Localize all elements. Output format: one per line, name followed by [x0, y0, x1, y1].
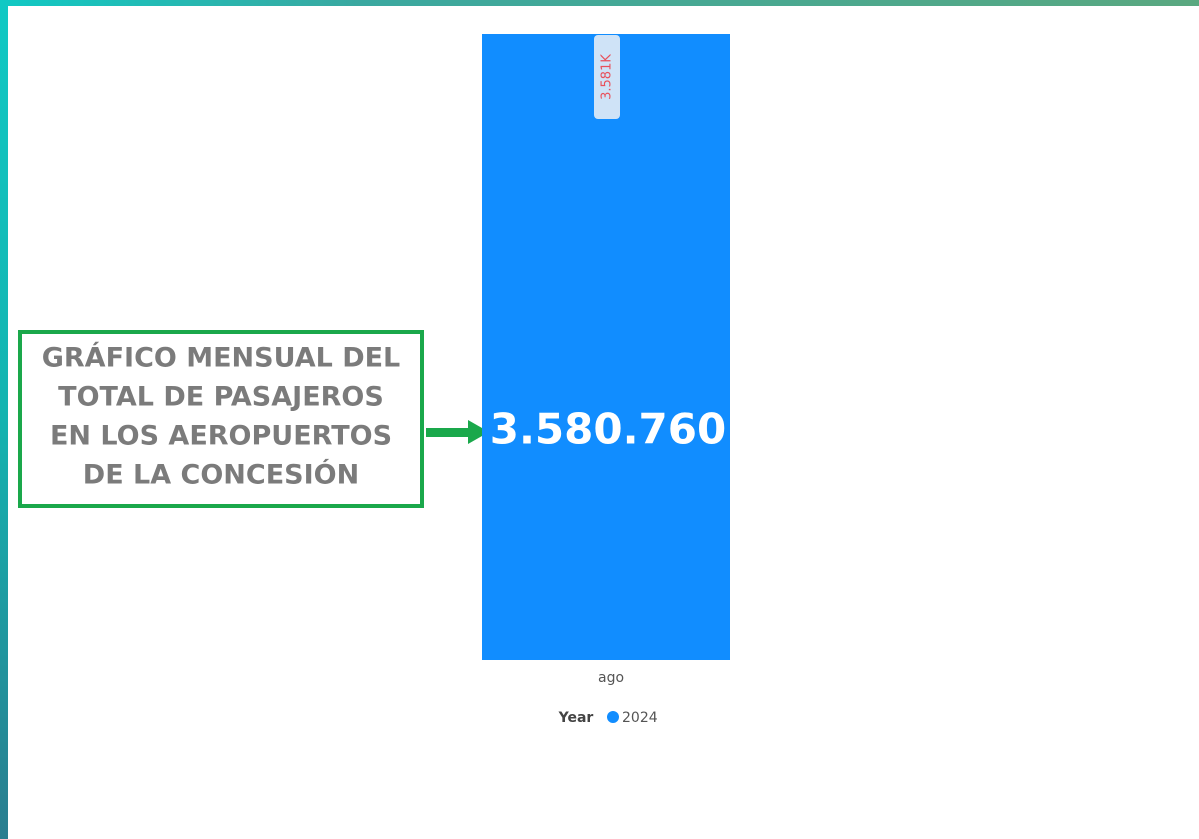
x-tick-label: ago: [598, 670, 624, 686]
callout-line: TOTAL DE PASAJEROS: [58, 382, 384, 413]
annotation: 3.580.760: [490, 405, 726, 454]
arrow-head: [468, 420, 489, 444]
callout-line: EN LOS AEROPUERTOS: [50, 421, 392, 452]
callout-text: GRÁFICO MENSUAL DEL TOTAL DE PASAJEROS E…: [42, 342, 401, 491]
callout-line: GRÁFICO MENSUAL DEL: [42, 342, 401, 374]
legend-title: Year: [558, 710, 594, 726]
left-border: [0, 0, 8, 839]
top-border: [0, 0, 1199, 6]
data-label: 3.581K: [600, 54, 615, 100]
arrow-shaft: [426, 428, 470, 437]
legend-label: 2024: [622, 710, 658, 726]
callout-line: DE LA CONCESIÓN: [83, 459, 359, 491]
plot: ago 3.581K 3.580.760 Year 2024: [482, 34, 730, 726]
data-label-bg: [594, 35, 620, 119]
legend-marker: [607, 711, 619, 723]
callout-box: [18, 330, 424, 508]
bar: [482, 34, 730, 660]
